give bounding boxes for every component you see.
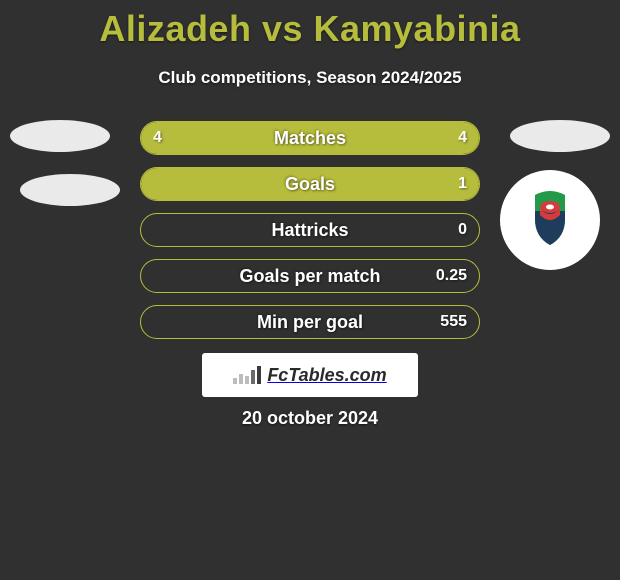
right-player-badge-1 [510, 120, 610, 152]
bar-value-right: 0.25 [436, 260, 467, 292]
bar-chart-icon [233, 364, 263, 386]
fctables-link[interactable]: FcTables.com [202, 353, 418, 397]
bar-label: Matches [141, 122, 479, 154]
bar-value-right: 4 [458, 122, 467, 154]
bar-row-hattricks: Hattricks 0 [140, 213, 480, 247]
left-player-badge-2 [20, 174, 120, 206]
page-subtitle: Club competitions, Season 2024/2025 [0, 68, 620, 88]
bar-row-goals: Goals 1 [140, 167, 480, 201]
bar-row-min-per-goal: Min per goal 555 [140, 305, 480, 339]
left-player-badge-1 [10, 120, 110, 152]
date-label: 20 october 2024 [0, 408, 620, 429]
bar-label: Goals per match [141, 260, 479, 292]
bar-label: Goals [141, 168, 479, 200]
bar-label: Min per goal [141, 306, 479, 338]
bar-value-right: 555 [440, 306, 467, 338]
bar-row-matches: 4 Matches 4 [140, 121, 480, 155]
fctables-label: FcTables.com [267, 365, 386, 386]
team-logo-icon [515, 185, 585, 255]
page-title: Alizadeh vs Kamyabinia [0, 0, 620, 50]
bar-label: Hattricks [141, 214, 479, 246]
bar-row-goals-per-match: Goals per match 0.25 [140, 259, 480, 293]
right-team-logo-circle [500, 170, 600, 270]
bar-value-right: 0 [458, 214, 467, 246]
comparison-bars: 4 Matches 4 Goals 1 Hattricks 0 Goals pe… [140, 121, 480, 351]
bar-value-right: 1 [458, 168, 467, 200]
